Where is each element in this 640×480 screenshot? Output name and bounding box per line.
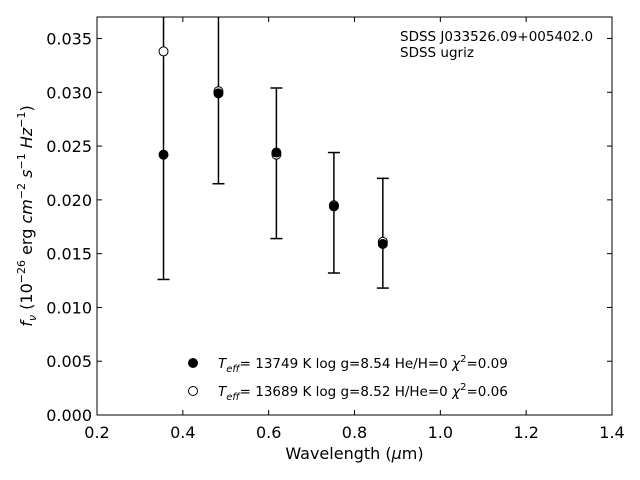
x-tick-label: 0.2 xyxy=(84,423,109,442)
y-tick-label: 0.000 xyxy=(46,406,92,425)
legend-marker-filled xyxy=(188,358,198,368)
annotation-filter-set: SDSS ugriz xyxy=(400,45,474,61)
legend-entry-da-fit: Teff= 13749 K log g=8.54 He/H=0 χ2=0.09 xyxy=(218,354,508,375)
point-da-model xyxy=(271,147,282,158)
error-bar xyxy=(157,17,170,281)
error-bar xyxy=(376,177,389,289)
legend: Teff= 13749 K log g=8.54 He/H=0 χ2=0.09 … xyxy=(188,354,508,403)
error-bar xyxy=(270,87,283,240)
x-tick-label: 0.6 xyxy=(256,423,281,442)
error-bars xyxy=(157,17,389,289)
tick-labels: 0.2 0.4 0.6 0.8 1.0 1.2 1.4 0.000 0.005 0.010 0.01… xyxy=(46,30,625,442)
point-da-model xyxy=(377,238,388,249)
y-tick-label: 0.035 xyxy=(46,30,92,49)
x-tick-label: 1.4 xyxy=(599,423,624,442)
point-da-model xyxy=(158,149,169,160)
y-tick-label: 0.030 xyxy=(46,83,92,102)
y-tick-label: 0.025 xyxy=(46,137,92,156)
y-axis-label: fν (10−26 erg cm−2 s−1 Hz−1) xyxy=(15,105,39,326)
error-bar xyxy=(327,151,340,274)
x-tick-label: 1.2 xyxy=(513,423,538,442)
point-da-model xyxy=(328,201,339,212)
x-tick-label: 0.8 xyxy=(342,423,367,442)
point-da-model xyxy=(213,88,224,99)
point-db-model xyxy=(158,46,169,57)
data-points xyxy=(158,46,388,249)
y-tick-label: 0.020 xyxy=(46,191,92,210)
y-tick-label: 0.005 xyxy=(46,352,92,371)
error-bar xyxy=(212,17,225,185)
legend-entry-db-fit: Teff= 13689 K log g=8.52 H/He=0 χ2=0.06 xyxy=(218,382,508,403)
y-tick-label: 0.010 xyxy=(46,298,92,317)
x-axis-label: Wavelength (μm) xyxy=(285,444,423,463)
legend-marker-open xyxy=(188,386,198,396)
plot-frame xyxy=(96,16,613,416)
y-tick-label: 0.015 xyxy=(46,245,92,264)
x-tick-label: 0.4 xyxy=(170,423,195,442)
annotation-object-name: SDSS J033526.09+005402.0 xyxy=(400,29,593,45)
x-tick-label: 1.0 xyxy=(428,423,453,442)
